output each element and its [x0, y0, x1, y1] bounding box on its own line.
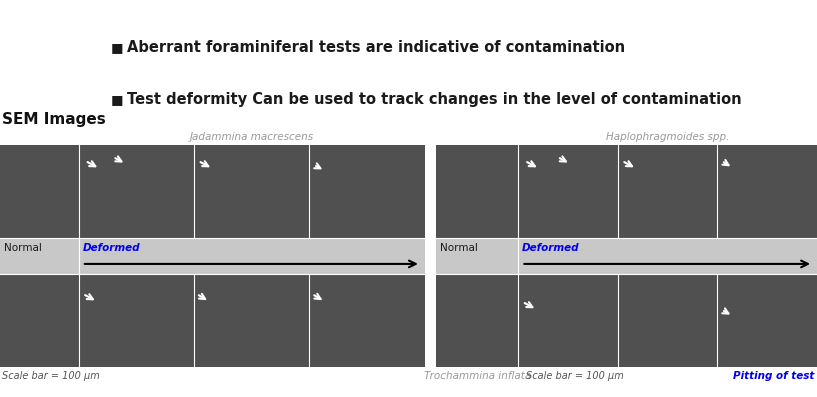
Bar [0, 238, 425, 274]
Text: Normal: Normal [440, 243, 478, 253]
Text: ■: ■ [110, 41, 123, 54]
Text: Scale bar = 100 μm: Scale bar = 100 μm [2, 371, 100, 381]
Text: Deformed: Deformed [83, 243, 141, 253]
Text: Scale bar = 100 μm: Scale bar = 100 μm [526, 371, 624, 381]
Bar [78, 274, 194, 367]
Text: Deformed: Deformed [522, 243, 580, 253]
Bar [0, 274, 78, 367]
Bar [310, 145, 425, 238]
Text: ■: ■ [110, 93, 123, 106]
Text: SEM Images: SEM Images [2, 112, 106, 127]
Bar [78, 145, 194, 238]
Bar [518, 145, 618, 238]
Text: Haplophragmoides spp.: Haplophragmoides spp. [606, 132, 730, 142]
Bar [518, 274, 618, 367]
Bar [194, 274, 310, 367]
Text: Pitting of test: Pitting of test [733, 371, 815, 381]
Bar [618, 274, 717, 367]
Text: Normal: Normal [4, 243, 42, 253]
Text: Trochammina inflata: Trochammina inflata [423, 371, 531, 381]
Bar [436, 274, 518, 367]
Bar [436, 145, 518, 238]
Bar [618, 145, 717, 238]
Bar [436, 238, 817, 274]
Bar [717, 145, 817, 238]
Text: Test deformity Can be used to track changes in the level of contamination: Test deformity Can be used to track chan… [127, 92, 741, 107]
Bar [717, 274, 817, 367]
Text: Jadammina macrescens: Jadammina macrescens [190, 132, 314, 142]
Bar [0, 145, 78, 238]
Text: Aberrant foraminiferal tests are indicative of contamination: Aberrant foraminiferal tests are indicat… [127, 40, 625, 55]
Bar [310, 274, 425, 367]
Bar [194, 145, 310, 238]
